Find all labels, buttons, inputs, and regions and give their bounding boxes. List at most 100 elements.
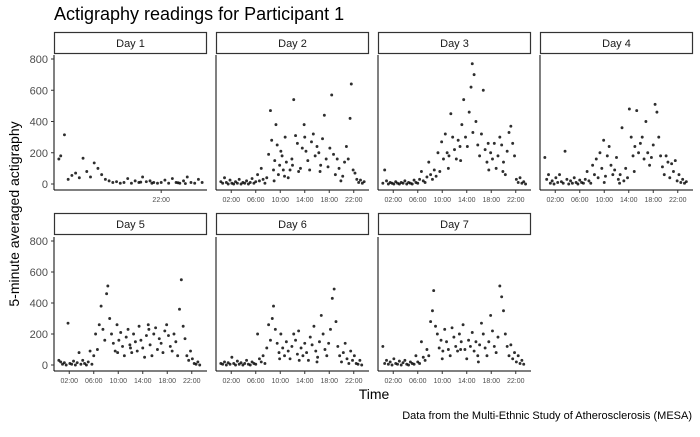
- facet-3-data-point: [403, 179, 407, 183]
- facet-3-data-point: [494, 166, 498, 170]
- facet-3-x-tick-label: 14:00: [458, 197, 476, 204]
- facet-3-data-point: [481, 88, 485, 92]
- facet-2-data-point: [267, 152, 271, 156]
- facet-1-data-point: [74, 171, 78, 175]
- facet-4-data-point: [644, 120, 648, 123]
- facet-7-data-point: [516, 354, 520, 358]
- facet-6-data-point: [314, 349, 318, 353]
- facet-6-data-point: [340, 360, 343, 364]
- facet-5-data-point: [161, 351, 165, 355]
- facet-3-data-point: [489, 151, 493, 155]
- facet-2-data-point: [243, 181, 247, 185]
- facet-4-x-tick-label: 18:00: [644, 197, 662, 204]
- facet-7-data-point: [407, 363, 411, 367]
- facet-5-data-point: [165, 323, 169, 327]
- facet-5-data-point: [77, 351, 81, 355]
- facet-4-data-point: [681, 177, 685, 181]
- facet-4-data-point: [583, 177, 587, 181]
- facet-3-data-point: [443, 132, 447, 136]
- facet-4-data-point: [655, 110, 659, 114]
- facet-2-data-point: [272, 179, 276, 183]
- facet-2-data-point: [223, 176, 226, 180]
- facet-7-data-point: [450, 326, 454, 330]
- facet-5-data-point: [95, 348, 99, 351]
- facet-3-data-point: [383, 168, 387, 172]
- facet-2-x-tick-label: 06:00: [247, 197, 265, 204]
- facet-1-y-tick-label: 0: [42, 179, 48, 191]
- facet-5-y-tick-label: 200: [30, 329, 48, 341]
- facet-2-data-point: [315, 145, 319, 148]
- facet-3-data-point: [453, 148, 456, 152]
- facet-2-x-tick-label: 22:00: [345, 197, 363, 204]
- facet-7-data-point: [412, 362, 416, 366]
- facet-5-data-point: [101, 327, 105, 331]
- facet-1-data-point: [159, 180, 163, 184]
- facet-2-data-point: [245, 179, 249, 183]
- facet-1-data-point: [193, 181, 197, 185]
- facet-3-data-point: [509, 124, 513, 128]
- facet-4-data-point: [604, 174, 607, 178]
- facet-1-data-point: [59, 154, 63, 158]
- facet-4-data-point: [563, 149, 567, 153]
- facet-2-data-point: [279, 149, 283, 153]
- facet-3-data-point: [496, 154, 500, 158]
- facet-4-data-point: [629, 135, 633, 139]
- facet-1-data-point: [111, 180, 115, 184]
- facet-6-data-point: [332, 287, 336, 291]
- facet-1-data-point: [148, 179, 152, 183]
- facet-7-data-point: [434, 324, 437, 328]
- facet-5-data-point: [110, 332, 113, 336]
- facet-5-data-point: [117, 338, 121, 342]
- facet-1-data-point: [189, 180, 193, 184]
- facet-5-data-point: [122, 354, 126, 358]
- facet-2-data-point: [355, 177, 359, 181]
- facet-2-data-point: [290, 157, 294, 161]
- facet-1-y-tick-label: 400: [30, 117, 48, 129]
- facet-1-data-point: [139, 180, 143, 184]
- facet-5-data-point: [176, 354, 180, 358]
- facet-4-data-point: [620, 126, 624, 130]
- facet-1: Day 1 0 200 400 600 800 22:00: [30, 31, 208, 204]
- facet-7-data-point: [383, 362, 387, 365]
- facet-2-data-point: [275, 143, 279, 147]
- facet-4-data-point: [596, 176, 600, 180]
- facet-1-x-tick-label: 22:00: [152, 197, 170, 204]
- facet-2-data-point: [326, 165, 330, 169]
- caption: Data from the Multi-Ethnic Study of Athe…: [402, 410, 692, 422]
- facet-2-data-point: [303, 135, 307, 139]
- facet-7-data-point: [522, 362, 526, 366]
- facet-6-data-point: [295, 352, 299, 356]
- facet-5-data-point: [88, 349, 92, 353]
- facet-3-data-point: [524, 182, 527, 186]
- facet-4-data-point: [609, 163, 613, 167]
- facet-4-data-point: [638, 141, 642, 145]
- facet-4-data-point: [670, 162, 674, 166]
- facet-7-data-point: [418, 362, 422, 365]
- facet-2-data-point: [276, 173, 280, 177]
- facet-3-data-point: [501, 170, 505, 173]
- facet-1-data-point: [115, 180, 118, 184]
- facet-3-data-point: [476, 143, 480, 147]
- facet-4-data-point: [561, 181, 565, 185]
- facet-4-data-point: [607, 145, 611, 148]
- facet-2-data-point: [313, 154, 317, 158]
- facet-1-data-point: [144, 180, 148, 184]
- facet-6-data-point: [351, 358, 354, 362]
- facet-7-data-point: [513, 351, 516, 355]
- facet-6-x-tick-label: 06:00: [247, 378, 265, 385]
- facet-7-data-point: [476, 360, 480, 364]
- facet-5-data-point: [99, 304, 103, 308]
- facet-5-x-tick-label: 14:00: [134, 378, 152, 385]
- facet-1-data-point: [126, 177, 130, 180]
- facet-7-data-point: [491, 329, 494, 333]
- facet-6-data-point: [327, 341, 331, 345]
- facet-2-data-point: [284, 160, 288, 164]
- facet-3-data-point: [432, 168, 436, 172]
- facet-2-x-tick-label: 18:00: [320, 197, 338, 204]
- facet-5-x-tick-label: 02:00: [60, 378, 78, 385]
- facet-2-data-point: [357, 180, 361, 184]
- facet-7-data-point: [498, 284, 502, 288]
- facet-6-data-point: [223, 360, 226, 364]
- facet-3-x-tick-label: 10:00: [433, 197, 451, 204]
- facet-1-y-tick-label: 800: [30, 54, 48, 66]
